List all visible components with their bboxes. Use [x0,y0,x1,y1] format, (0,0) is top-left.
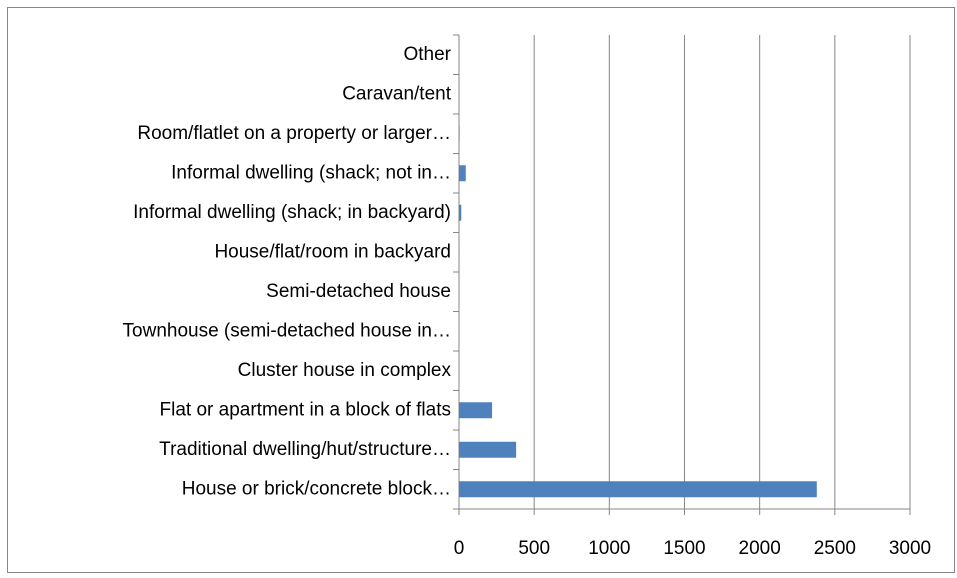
x-tick-label: 1500 [663,538,705,559]
bar [459,481,817,498]
y-tick-label: Informal dwelling (shack; not in… [171,162,451,183]
x-tick-label: 2500 [814,538,856,559]
y-tick-label: Townhouse (semi-detached house in… [123,320,451,341]
y-tick-label: House/flat/room in backyard [214,241,451,262]
y-tick-label: Room/flatlet on a property or larger… [137,123,451,144]
x-tick-label: 3000 [889,538,931,559]
y-tick-label: Caravan/tent [342,83,452,104]
bar [459,204,462,221]
x-tick-label: 500 [518,538,550,559]
bar [459,165,466,182]
y-tick-label: House or brick/concrete block… [182,478,451,499]
x-tick-label: 0 [454,538,465,559]
x-tick-label: 1000 [588,538,630,559]
bar [459,402,493,419]
y-tick-label: Flat or apartment in a block of flats [160,399,451,420]
y-tick-label: Other [403,44,451,65]
chart-border [7,7,955,573]
y-tick-label: Cluster house in complex [238,360,452,381]
bar [459,441,517,458]
y-tick-label: Traditional dwelling/hut/structure… [159,439,451,460]
y-tick-label: Informal dwelling (shack; in backyard) [133,202,451,223]
x-tick-label: 2000 [739,538,781,559]
y-tick-label: Semi-detached house [266,281,451,302]
bar [459,125,460,142]
